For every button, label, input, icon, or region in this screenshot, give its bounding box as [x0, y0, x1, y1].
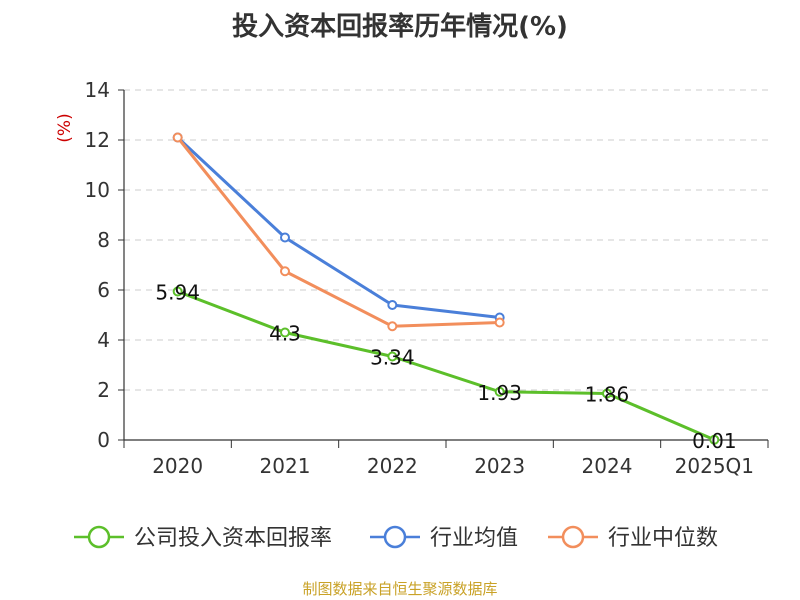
- series-line-1: [176, 136, 500, 319]
- series-line-0: [177, 290, 715, 442]
- y-axis-label: (%): [55, 113, 75, 142]
- chart-title: 投入资本回报率历年情况(%): [232, 12, 568, 42]
- legend-swatch-marker: [383, 525, 407, 549]
- y-tick-label: 4: [97, 328, 110, 352]
- data-point[interactable]: [172, 132, 183, 143]
- y-tick-label: 8: [97, 228, 110, 252]
- data-label: 1.86: [585, 383, 630, 407]
- legend-swatch-marker: [561, 525, 585, 549]
- data-point[interactable]: [387, 321, 398, 332]
- data-point[interactable]: [709, 434, 720, 445]
- series-layer: [172, 132, 720, 445]
- y-tick-label: 2: [97, 378, 110, 402]
- data-label: 1.93: [477, 381, 522, 405]
- data-point[interactable]: [280, 327, 290, 338]
- axis-layer: 0 2 4 6 8 10 12 14 (%) 2020 2021 2022 2023 2024 2025Q1: [55, 78, 769, 478]
- x-tick-label: 2020: [152, 454, 203, 478]
- data-point[interactable]: [280, 266, 290, 277]
- data-label: 5.94: [155, 281, 200, 305]
- grid-layer: [124, 89, 768, 391]
- data-label: 4.3: [269, 322, 301, 346]
- data-point[interactable]: [172, 286, 183, 297]
- data-point[interactable]: [387, 300, 398, 310]
- x-tick-label: 2023: [474, 454, 525, 478]
- series-line-2: [176, 136, 500, 328]
- x-tick-label: 2024: [582, 454, 633, 478]
- data-point[interactable]: [494, 386, 505, 397]
- data-point[interactable]: [494, 317, 505, 328]
- line-chart: 0 2 4 6 8 10 12 14 (%) 2020 2021 2022 2023 2024 2025Q1…: [55, 78, 769, 551]
- data-label: 0.01: [692, 429, 737, 453]
- y-tick-label: 14: [85, 78, 110, 102]
- x-tick-label: 2021: [260, 454, 311, 478]
- legend-item-0[interactable]: 公司投入资本回报率: [74, 525, 332, 551]
- data-point[interactable]: [387, 351, 398, 362]
- legend-item-1[interactable]: 行业均值: [370, 525, 518, 551]
- legend-label: 行业均值: [430, 526, 518, 551]
- legend: 公司投入资本回报率 行业均值 行业中位数: [74, 525, 718, 551]
- y-tick-label: 0: [97, 428, 110, 452]
- legend-swatch-marker: [87, 525, 111, 549]
- data-point[interactable]: [602, 388, 612, 399]
- data-label: 3.34: [370, 346, 415, 370]
- legend-item-2[interactable]: 行业中位数: [548, 525, 718, 551]
- legend-label: 行业中位数: [608, 526, 718, 551]
- x-tick-label: 2025Q1: [675, 454, 754, 478]
- data-label-layer: 5.94 4.3 3.34 1.93 1.86 0.01: [155, 281, 736, 453]
- source-note: 制图数据来自恒生聚源数据库: [302, 580, 498, 598]
- legend-label: 公司投入资本回报率: [134, 526, 332, 551]
- y-tick-label: 10: [85, 178, 110, 202]
- x-tick-label: 2022: [367, 454, 418, 478]
- y-tick-label: 6: [97, 278, 110, 302]
- y-tick-label: 12: [85, 128, 110, 152]
- data-point[interactable]: [280, 232, 290, 243]
